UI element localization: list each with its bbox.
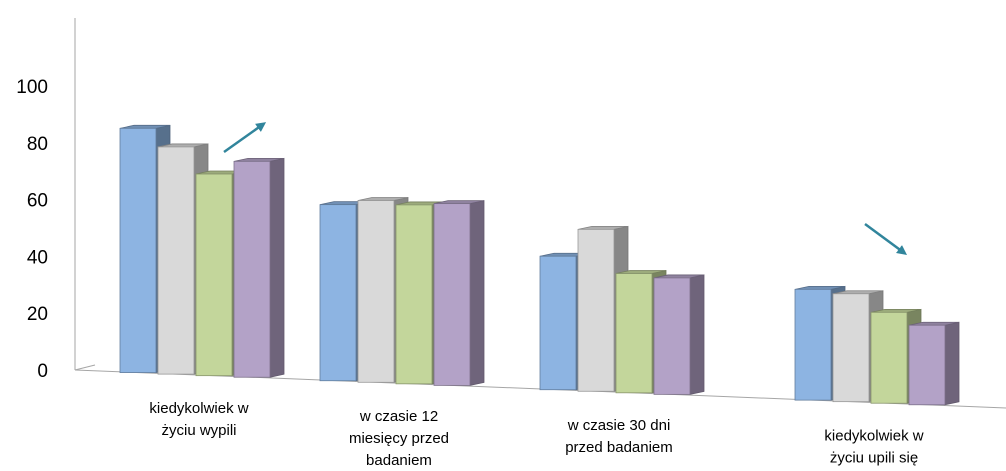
bar-front (615, 273, 653, 394)
bar-front (539, 255, 577, 391)
chart-annotations (223, 122, 908, 255)
bar-front (577, 228, 615, 392)
bar-front (870, 311, 908, 404)
x-category-label: w czasie 30 dni (567, 417, 671, 434)
bar-front (119, 127, 157, 373)
y-tick-label: 40 (27, 247, 48, 268)
bar-front (233, 160, 271, 378)
x-category-label: przed badaniem (565, 439, 673, 456)
chart-labels: 0 20 40 60 80 100 kiedykolwiek w życiu wypili w … (16, 77, 923, 469)
bar-front (653, 277, 691, 395)
trend-arrow (864, 222, 908, 255)
x-category-label: życiu upili się (830, 450, 918, 467)
bar (433, 200, 485, 386)
bar (653, 274, 705, 395)
bar-front (433, 203, 471, 386)
bar-side (944, 321, 960, 406)
bar-front (794, 288, 832, 401)
bar-side (269, 157, 285, 378)
bar-front (395, 204, 433, 385)
y-tick-label: 0 (37, 361, 48, 382)
y-tick-label: 100 (16, 77, 48, 98)
x-category-label: w czasie 12 (359, 408, 438, 425)
bar (233, 157, 285, 378)
bar-front (357, 200, 395, 383)
bar-side (689, 274, 705, 395)
x-category-label: życiu wypili (161, 422, 236, 439)
x-category-label: miesięcy przed (349, 430, 449, 447)
y-tick-label: 60 (27, 191, 48, 212)
bar-front (832, 293, 870, 403)
x-category-label: badaniem (366, 452, 432, 469)
x-category-label: kiedykolwiek w (149, 400, 248, 417)
y-tick-label: 20 (27, 304, 48, 325)
trend-arrow (223, 122, 267, 154)
x-category-label: kiedykolwiek w (824, 428, 923, 445)
chart-bars (119, 124, 960, 406)
bar-front (908, 324, 946, 406)
bar-front (157, 146, 195, 375)
bar-front (319, 204, 357, 382)
bar (908, 321, 960, 406)
bar-side (469, 200, 485, 386)
y-tick-label: 80 (27, 134, 48, 155)
floor-depth-edge (74, 364, 96, 371)
bar-front (195, 173, 233, 377)
